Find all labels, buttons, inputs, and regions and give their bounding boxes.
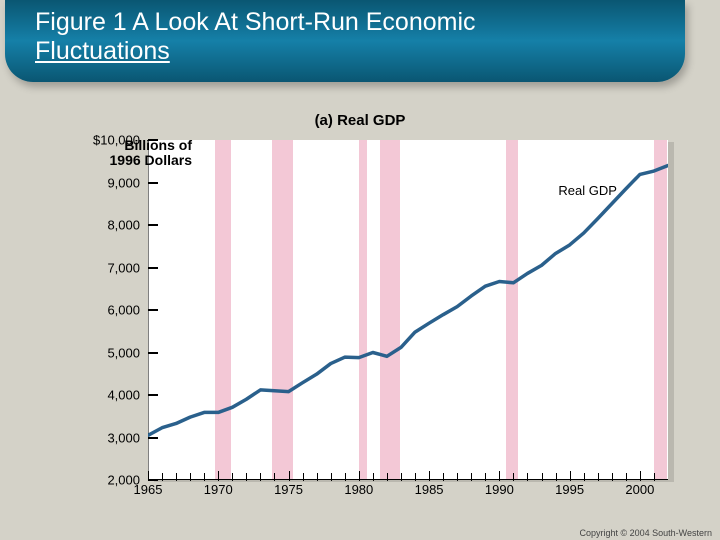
x-tick-mark-minor [542, 473, 543, 481]
x-tick-mark-major [359, 471, 360, 481]
x-tick-mark-minor [584, 473, 585, 481]
x-tick-mark-minor [345, 473, 346, 481]
x-tick-mark-major [218, 471, 219, 481]
y-tick-label: 8,000 [107, 218, 140, 233]
x-tick-mark-minor [246, 473, 247, 481]
x-tick-mark-minor [162, 473, 163, 481]
chart-subtitle: (a) Real GDP [0, 112, 720, 129]
x-tick-mark-minor [513, 473, 514, 481]
x-tick-mark-major [499, 471, 500, 481]
y-tick-mark [148, 224, 158, 226]
x-tick-mark-minor [527, 473, 528, 481]
y-tick-mark [148, 267, 158, 269]
copyright-text: Copyright © 2004 South-Western [579, 528, 712, 538]
x-tick-mark-minor [401, 473, 402, 481]
x-tick-label: 2000 [625, 482, 654, 497]
x-tick-label: 1975 [274, 482, 303, 497]
y-tick-label: 2,000 [107, 473, 140, 488]
x-tick-mark-minor [387, 473, 388, 481]
y-tick-label: 6,000 [107, 303, 140, 318]
x-tick-mark-minor [317, 473, 318, 481]
x-tick-mark-minor [471, 473, 472, 481]
y-tick-label: 9,000 [107, 175, 140, 190]
x-tick-mark-minor [443, 473, 444, 481]
x-tick-mark-minor [598, 473, 599, 481]
x-tick-mark-minor [626, 473, 627, 481]
x-tick-mark-minor [415, 473, 416, 481]
x-tick-mark-major [148, 471, 149, 481]
y-tick-mark [148, 437, 158, 439]
x-tick-mark-major [289, 471, 290, 481]
figure-title-line2: Fluctuations [35, 37, 170, 65]
x-tick-label: 1980 [344, 482, 373, 497]
x-tick-mark-minor [373, 473, 374, 481]
x-tick-mark-minor [457, 473, 458, 481]
x-tick-mark-minor [260, 473, 261, 481]
series-label: Real GDP [558, 183, 617, 198]
y-tick-label: 7,000 [107, 260, 140, 275]
x-tick-mark-minor [654, 473, 655, 481]
y-tick-mark [148, 479, 158, 481]
x-tick-mark-minor [176, 473, 177, 481]
x-tick-label: 1985 [415, 482, 444, 497]
y-tick-mark [148, 394, 158, 396]
real-gdp-line [148, 166, 668, 436]
x-tick-mark-major [429, 471, 430, 481]
x-tick-mark-major [640, 471, 641, 481]
x-tick-label: 1990 [485, 482, 514, 497]
y-tick-label: 5,000 [107, 345, 140, 360]
figure-title-line1: Figure 1 A Look At Short-Run Economic [35, 8, 476, 36]
real-gdp-chart: 19651970197519801985199019952000 Real GD… [148, 140, 668, 480]
x-tick-label: 1970 [204, 482, 233, 497]
x-tick-mark-minor [331, 473, 332, 481]
x-tick-mark-minor [612, 473, 613, 481]
x-tick-mark-minor [556, 473, 557, 481]
x-tick-mark-minor [274, 473, 275, 481]
x-tick-mark-minor [303, 473, 304, 481]
x-tick-mark-minor [485, 473, 486, 481]
x-tick-mark-minor [204, 473, 205, 481]
y-tick-mark [148, 309, 158, 311]
x-tick-mark-major [570, 471, 571, 481]
x-tick-label: 1995 [555, 482, 584, 497]
x-tick-mark-minor [232, 473, 233, 481]
x-tick-mark-minor [190, 473, 191, 481]
y-tick-mark [148, 182, 158, 184]
y-tick-label: 3,000 [107, 430, 140, 445]
y-tick-label: $10,000 [93, 133, 140, 148]
y-axis-title-l2: 1996 Dollars [110, 152, 193, 168]
y-tick-label: 4,000 [107, 388, 140, 403]
y-tick-mark [148, 352, 158, 354]
figure-title-banner: Figure 1 A Look At Short-Run Economic Fl… [5, 0, 685, 82]
